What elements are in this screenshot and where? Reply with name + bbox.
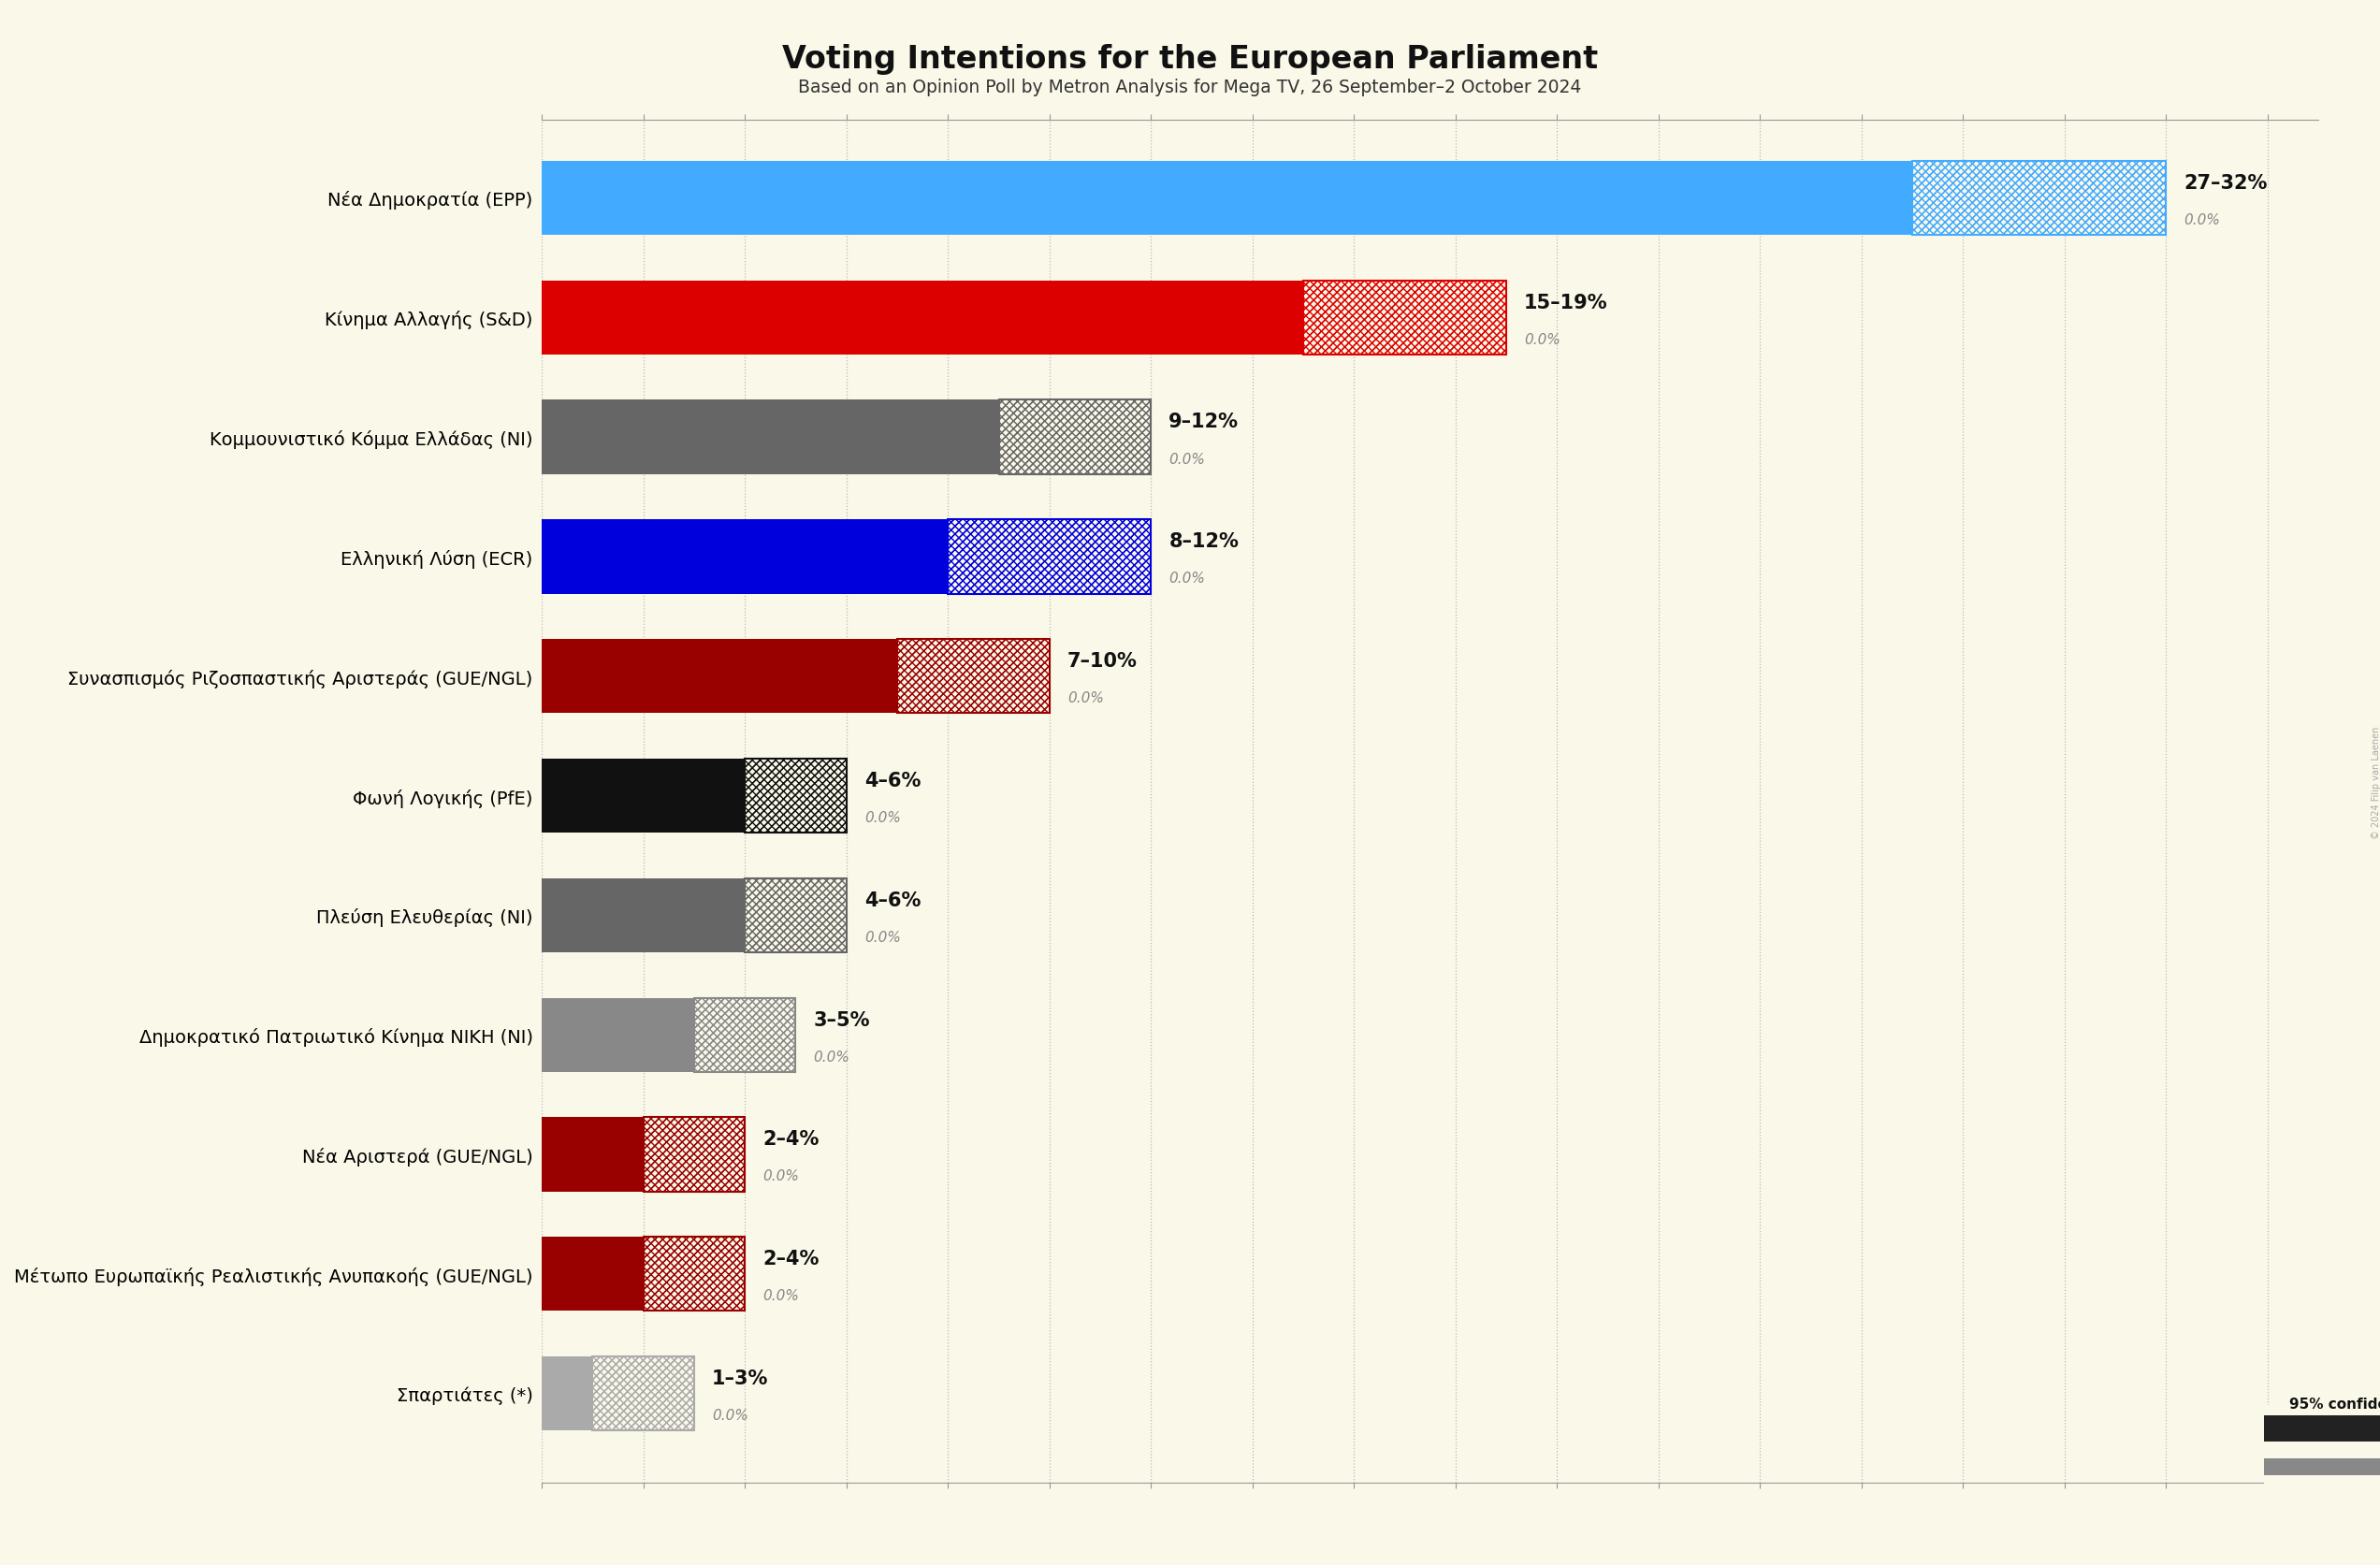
- Bar: [543, 401, 1000, 474]
- Bar: [543, 1236, 643, 1311]
- Bar: [947, 520, 1152, 595]
- Bar: [643, 1117, 745, 1191]
- Bar: [745, 878, 847, 953]
- Bar: [695, 998, 795, 1072]
- Bar: [745, 878, 847, 953]
- Text: 0.0%: 0.0%: [762, 1288, 800, 1302]
- Bar: [593, 1357, 695, 1430]
- Text: 0.0%: 0.0%: [814, 1050, 850, 1064]
- Text: 3–5%: 3–5%: [814, 1009, 871, 1028]
- Bar: [643, 1117, 745, 1191]
- Text: 0.0%: 0.0%: [1066, 692, 1104, 706]
- Text: 0.0%: 0.0%: [2185, 213, 2221, 227]
- Bar: [543, 1117, 643, 1191]
- Bar: [947, 520, 1152, 595]
- Bar: [2263, 1416, 2380, 1441]
- Text: 0.0%: 0.0%: [864, 811, 900, 825]
- Bar: [695, 998, 795, 1072]
- Text: 8–12%: 8–12%: [1169, 532, 1238, 551]
- Bar: [1304, 282, 1507, 355]
- Bar: [897, 640, 1050, 714]
- Text: © 2024 Filip van Laenen: © 2024 Filip van Laenen: [2373, 726, 2380, 839]
- Bar: [543, 282, 1304, 355]
- Bar: [1911, 161, 2166, 236]
- Bar: [543, 520, 947, 595]
- Bar: [1000, 401, 1152, 474]
- Text: 0.0%: 0.0%: [864, 930, 900, 944]
- Bar: [643, 1236, 745, 1311]
- Bar: [745, 759, 847, 833]
- Bar: [543, 998, 695, 1072]
- Bar: [897, 640, 1050, 714]
- Bar: [745, 878, 847, 953]
- Bar: [643, 1236, 745, 1311]
- Text: 2–4%: 2–4%: [762, 1249, 819, 1268]
- Bar: [897, 640, 1050, 714]
- Bar: [593, 1357, 695, 1430]
- Bar: [643, 1236, 745, 1311]
- Text: 1–3%: 1–3%: [712, 1369, 769, 1388]
- Bar: [1000, 401, 1152, 474]
- Bar: [1304, 282, 1507, 355]
- Bar: [543, 878, 745, 953]
- Text: 2–4%: 2–4%: [762, 1130, 819, 1149]
- Bar: [643, 1117, 745, 1191]
- Bar: [897, 640, 1050, 714]
- Bar: [1911, 161, 2166, 236]
- Bar: [1304, 282, 1507, 355]
- Text: 27–32%: 27–32%: [2185, 174, 2268, 192]
- Bar: [543, 161, 1911, 236]
- Bar: [947, 520, 1152, 595]
- Text: 0.0%: 0.0%: [762, 1169, 800, 1183]
- Bar: [1911, 161, 2166, 236]
- Bar: [643, 1117, 745, 1191]
- Text: 0.0%: 0.0%: [1523, 333, 1561, 346]
- Bar: [543, 759, 745, 833]
- Text: 4–6%: 4–6%: [864, 772, 921, 790]
- Bar: [643, 1236, 745, 1311]
- Text: 0.0%: 0.0%: [1169, 452, 1204, 466]
- Bar: [593, 1357, 695, 1430]
- Text: 95% confidence interval: 95% confidence interval: [2290, 1398, 2380, 1412]
- Bar: [1911, 161, 2166, 236]
- Text: 0.0%: 0.0%: [712, 1408, 747, 1423]
- Bar: [695, 998, 795, 1072]
- Text: Based on an Opinion Poll by Metron Analysis for Mega TV, 26 September–2 October : Based on an Opinion Poll by Metron Analy…: [797, 78, 1583, 95]
- Bar: [745, 878, 847, 953]
- Bar: [1304, 282, 1507, 355]
- Bar: [695, 998, 795, 1072]
- Bar: [593, 1357, 695, 1430]
- Bar: [947, 520, 1152, 595]
- Text: 9–12%: 9–12%: [1169, 413, 1240, 432]
- Bar: [745, 759, 847, 833]
- Bar: [1000, 401, 1152, 474]
- Bar: [745, 759, 847, 833]
- Bar: [543, 640, 897, 714]
- Bar: [2263, 1459, 2380, 1476]
- Text: 7–10%: 7–10%: [1066, 651, 1138, 670]
- Bar: [1000, 401, 1152, 474]
- Bar: [543, 1357, 593, 1430]
- Text: 15–19%: 15–19%: [1523, 293, 1609, 311]
- Text: 4–6%: 4–6%: [864, 890, 921, 909]
- Text: 0.0%: 0.0%: [1169, 571, 1204, 585]
- Text: Voting Intentions for the European Parliament: Voting Intentions for the European Parli…: [783, 44, 1597, 75]
- Bar: [745, 759, 847, 833]
